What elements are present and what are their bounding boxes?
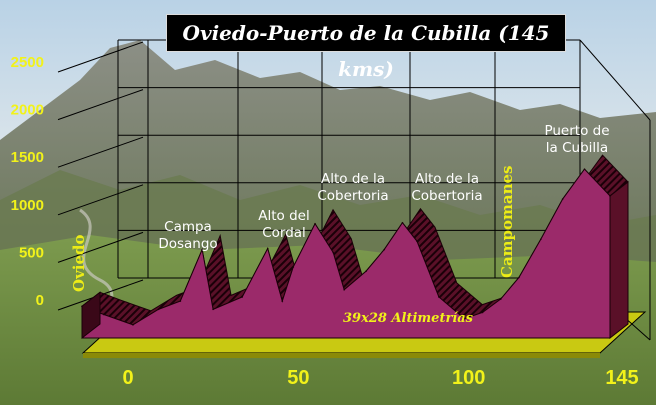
- data-point: [179, 300, 182, 302]
- annotation-campomanes: Campomanes: [498, 165, 516, 278]
- data-point: [463, 317, 466, 320]
- ygrid-side: [57, 184, 144, 216]
- data-point: [157, 308, 160, 311]
- x-tick-label: 50: [287, 367, 309, 389]
- data-point: [266, 247, 269, 250]
- y-tick-label: 1500: [11, 149, 44, 166]
- data-point: [609, 195, 611, 197]
- data-point: [81, 305, 83, 308]
- annotation-campa: Dosango: [158, 236, 217, 252]
- elevation-profile: [80, 154, 629, 340]
- y-tick-label: 2000: [11, 102, 44, 119]
- data-point: [583, 168, 586, 170]
- chart-title: Oviedo-Puerto de la Cubilla (145 kms): [166, 14, 566, 81]
- data-point: [103, 313, 105, 316]
- data-point: [314, 222, 316, 225]
- data-point: [401, 221, 404, 224]
- data-point: [132, 324, 134, 326]
- annotation-cordal: Cordal: [262, 225, 306, 241]
- x-tick-label: 145: [605, 367, 638, 389]
- data-point: [212, 308, 214, 311]
- annotation-cobertoria2: Cobertoria: [411, 188, 482, 204]
- y-tick-label: 500: [19, 244, 44, 261]
- y-tick-label: 0: [36, 292, 44, 309]
- ygrid-side: [57, 89, 144, 121]
- frame-edge: [579, 39, 651, 121]
- watermark: 39x28 Altimetrías: [343, 311, 474, 326]
- data-point: [481, 311, 484, 314]
- data-point: [281, 300, 284, 302]
- data-point: [332, 251, 335, 254]
- ygrid-side: [57, 136, 144, 168]
- data-point: [561, 198, 564, 200]
- floor-edge: [83, 353, 600, 358]
- annotation-cordal: Alto del: [258, 208, 309, 224]
- annotation-cobertoria1: Alto de la: [321, 171, 385, 187]
- data-point: [383, 248, 386, 251]
- ygrid-side: [57, 41, 144, 73]
- data-point: [292, 266, 295, 268]
- annotation-cubilla: Puerto de: [544, 123, 609, 139]
- data-point: [518, 276, 520, 279]
- axis-labels: 0 500 1000 1500 2000 2500 0 50 100 145: [11, 54, 639, 389]
- y-tick-label: 2500: [11, 54, 44, 71]
- profile-startcap: [81, 291, 101, 340]
- data-point: [540, 238, 542, 241]
- annotation-cobertoria1: Cobertoria: [317, 188, 388, 204]
- y-tick-label: 1000: [11, 197, 44, 214]
- x-tick-label: 0: [122, 367, 133, 389]
- ygrid-side: [57, 231, 144, 263]
- data-point: [343, 288, 345, 291]
- data-point: [365, 270, 367, 273]
- annotation-cobertoria2: Alto de la: [415, 171, 479, 187]
- profile-endcap: [609, 180, 629, 340]
- data-point: [499, 298, 502, 300]
- data-point: [416, 240, 418, 243]
- annotation-campa: Campa: [164, 219, 212, 235]
- profile-face: [81, 168, 611, 339]
- annotation-oviedo: Oviedo: [70, 234, 88, 292]
- annotation-cubilla: la Cubilla: [546, 140, 608, 156]
- x-tick-label: 100: [452, 367, 485, 389]
- data-point: [201, 248, 203, 251]
- data-point: [241, 296, 244, 298]
- data-point: [438, 296, 440, 298]
